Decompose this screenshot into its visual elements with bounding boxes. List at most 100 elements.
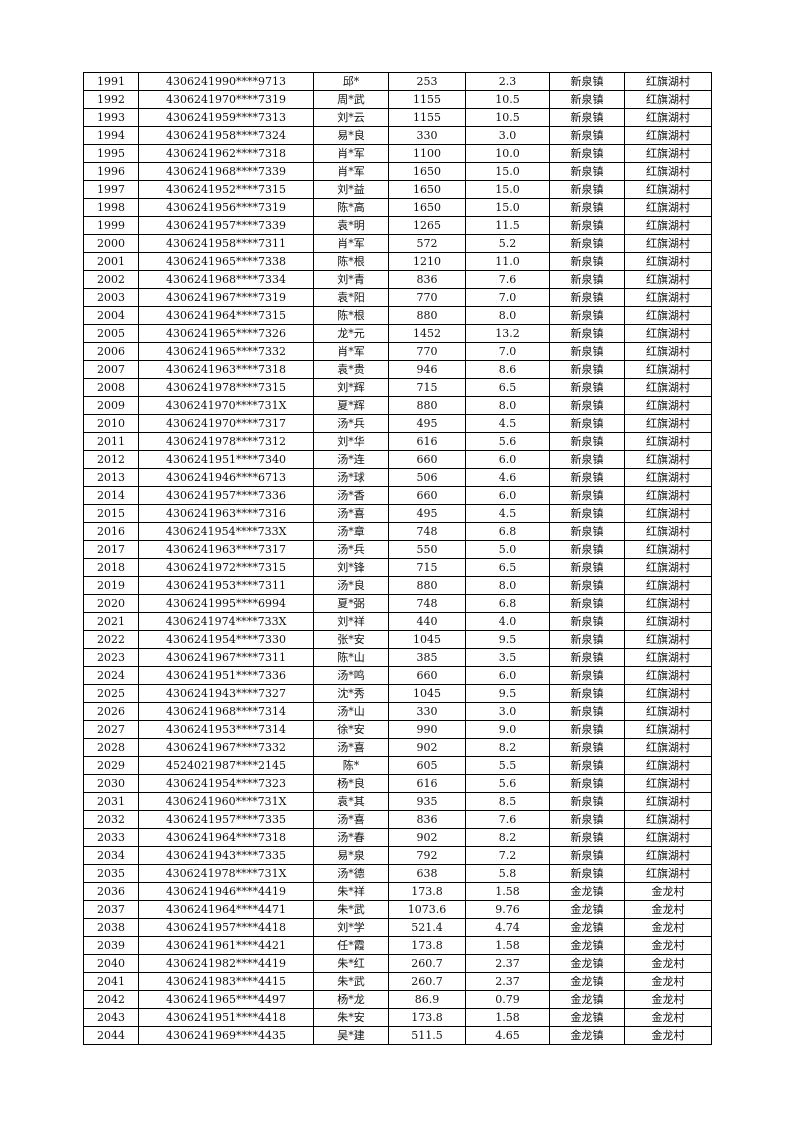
cell-index: 2021 [83,612,139,631]
cell-town: 新泉镇 [549,270,625,289]
cell-village: 红旗湖村 [624,270,712,289]
cell-index: 2011 [83,432,139,451]
table-row: 2006 4306241965****7332 肖*军 770 7.0 新泉镇 红旗湖村 [83,342,712,361]
cell-area: 4.65 [465,1026,550,1045]
cell-amount: 880 [388,396,466,415]
cell-name: 杨*龙 [313,990,389,1009]
cell-name: 沈*秀 [313,684,389,703]
cell-area: 8.0 [465,306,550,325]
cell-town: 新泉镇 [549,846,625,865]
cell-index: 2038 [83,918,139,937]
table-row: 2042 4306241965****4497 杨*龙 86.9 0.79 金龙镇 金龙村 [83,990,712,1009]
cell-name: 袁*其 [313,792,389,811]
cell-id-number: 4306241951****7340 [138,450,314,469]
table-row: 2015 4306241963****7316 汤*喜 495 4.5 新泉镇 红旗湖村 [83,504,712,523]
cell-village: 金龙村 [624,1026,712,1045]
cell-amount: 1045 [388,684,466,703]
cell-town: 新泉镇 [549,630,625,649]
cell-village: 红旗湖村 [624,108,712,127]
table-row: 1999 4306241957****7339 袁*明 1265 11.5 新泉镇 红旗湖村 [83,216,712,235]
cell-name: 陈*根 [313,252,389,271]
cell-index: 2022 [83,630,139,649]
cell-area: 7.6 [465,270,550,289]
cell-amount: 260.7 [388,972,466,991]
cell-amount: 1155 [388,90,466,109]
cell-village: 红旗湖村 [624,468,712,487]
cell-town: 新泉镇 [549,468,625,487]
cell-area: 4.5 [465,414,550,433]
cell-name: 刘*华 [313,432,389,451]
cell-area: 15.0 [465,180,550,199]
cell-amount: 173.8 [388,1008,466,1027]
cell-id-number: 4306241978****731X [138,864,314,883]
cell-village: 红旗湖村 [624,540,712,559]
cell-name: 汤*球 [313,468,389,487]
cell-area: 2.3 [465,72,550,91]
cell-area: 4.5 [465,504,550,523]
table-row: 1996 4306241968****7339 肖*军 1650 15.0 新泉镇 红旗湖村 [83,162,712,181]
table-row: 2001 4306241965****7338 陈*根 1210 11.0 新泉镇 红旗湖村 [83,252,712,271]
cell-index: 1991 [83,72,139,91]
cell-id-number: 4306241954****7330 [138,630,314,649]
cell-village: 金龙村 [624,990,712,1009]
table-row: 2026 4306241968****7314 汤*山 330 3.0 新泉镇 红旗湖村 [83,702,712,721]
cell-area: 1.58 [465,1008,550,1027]
cell-amount: 330 [388,126,466,145]
cell-name: 刘*祥 [313,612,389,631]
cell-town: 金龙镇 [549,1026,625,1045]
cell-index: 2028 [83,738,139,757]
cell-area: 5.0 [465,540,550,559]
cell-amount: 495 [388,414,466,433]
cell-town: 新泉镇 [549,756,625,775]
table-row: 2011 4306241978****7312 刘*华 616 5.6 新泉镇 红旗湖村 [83,432,712,451]
cell-name: 肖*军 [313,342,389,361]
cell-village: 红旗湖村 [624,792,712,811]
cell-village: 金龙村 [624,918,712,937]
cell-area: 5.2 [465,234,550,253]
table-row: 2021 4306241974****733X 刘*祥 440 4.0 新泉镇 红旗湖村 [83,612,712,631]
cell-amount: 1210 [388,252,466,271]
cell-village: 红旗湖村 [624,288,712,307]
cell-index: 2001 [83,252,139,271]
cell-index: 2034 [83,846,139,865]
table-row: 2036 4306241946****4419 朱*祥 173.8 1.58 金龙镇 金龙村 [83,882,712,901]
table-row: 2033 4306241964****7318 汤*春 902 8.2 新泉镇 红旗湖村 [83,828,712,847]
cell-id-number: 4306241957****7339 [138,216,314,235]
cell-index: 2041 [83,972,139,991]
cell-town: 新泉镇 [549,450,625,469]
cell-area: 15.0 [465,198,550,217]
cell-index: 2033 [83,828,139,847]
cell-area: 10.5 [465,108,550,127]
cell-town: 新泉镇 [549,144,625,163]
cell-village: 红旗湖村 [624,414,712,433]
cell-id-number: 4306241990****9713 [138,72,314,91]
cell-index: 2010 [83,414,139,433]
cell-id-number: 4306241963****7317 [138,540,314,559]
table-row: 2000 4306241958****7311 肖*军 572 5.2 新泉镇 红旗湖村 [83,234,712,253]
cell-area: 3.0 [465,702,550,721]
cell-town: 新泉镇 [549,504,625,523]
cell-amount: 660 [388,450,466,469]
cell-name: 肖*军 [313,144,389,163]
cell-area: 9.0 [465,720,550,739]
cell-town: 新泉镇 [549,828,625,847]
cell-index: 2004 [83,306,139,325]
cell-amount: 173.8 [388,936,466,955]
cell-amount: 260.7 [388,954,466,973]
cell-index: 2017 [83,540,139,559]
cell-id-number: 4306241954****733X [138,522,314,541]
cell-town: 新泉镇 [549,810,625,829]
cell-amount: 660 [388,666,466,685]
cell-village: 红旗湖村 [624,630,712,649]
cell-amount: 770 [388,342,466,361]
cell-id-number: 4306241968****7314 [138,702,314,721]
cell-amount: 616 [388,432,466,451]
cell-index: 2002 [83,270,139,289]
table-row: 2010 4306241970****7317 汤*兵 495 4.5 新泉镇 红旗湖村 [83,414,712,433]
cell-town: 金龙镇 [549,1008,625,1027]
cell-town: 新泉镇 [549,738,625,757]
cell-village: 红旗湖村 [624,450,712,469]
cell-id-number: 4306241974****733X [138,612,314,631]
table-row: 2007 4306241963****7318 袁*贵 946 8.6 新泉镇 红旗湖村 [83,360,712,379]
cell-id-number: 4306241982****4419 [138,954,314,973]
